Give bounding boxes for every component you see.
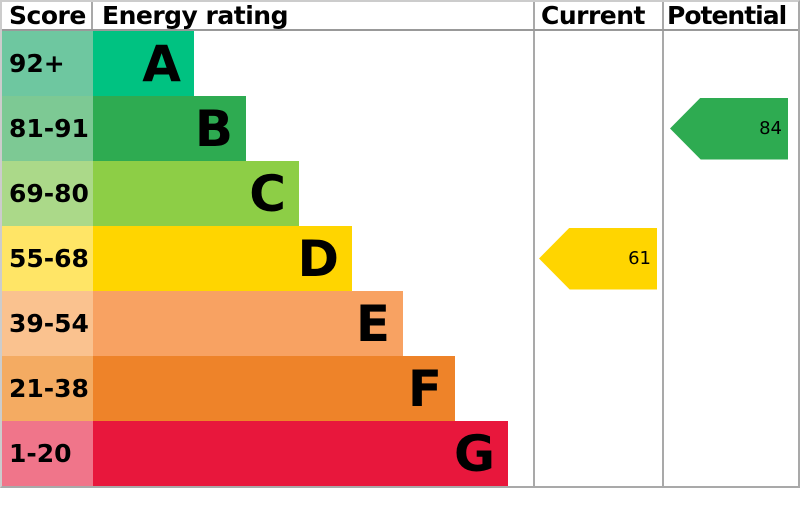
rating-bar-c: C [93, 161, 299, 226]
potential-cell-c [662, 161, 798, 226]
energy-rating-header: Energy rating [102, 1, 288, 30]
rating-bar-b: B [93, 96, 246, 161]
band-letter-f: F [407, 359, 442, 418]
current-cell-c [533, 161, 662, 226]
rating-track-e: E [93, 291, 533, 356]
rating-bar-f: F [93, 356, 455, 421]
current-rating-arrow: 61 [539, 227, 657, 290]
header-row: Score Energy rating Current Potential [2, 2, 798, 31]
potential-cell-g [662, 421, 798, 486]
band-letter-e: E [355, 294, 390, 353]
band-letter-d: D [297, 229, 339, 288]
band-row-e: 39-54 E [2, 291, 798, 356]
score-range-a: 92+ [2, 31, 93, 96]
band-row-c: 69-80 C [2, 161, 798, 226]
current-cell-b [533, 96, 662, 161]
score-header: Score [2, 2, 93, 29]
current-cell-d: 61 [533, 226, 662, 291]
band-row-b: 81-91 B 84 [2, 96, 798, 161]
rating-track-f: F [93, 356, 533, 421]
current-cell-f [533, 356, 662, 421]
score-range-b: 81-91 [2, 96, 93, 161]
current-header: Current [533, 2, 662, 29]
current-cell-e [533, 291, 662, 356]
score-range-f: 21-38 [2, 356, 93, 421]
potential-score-value: 84 [759, 118, 782, 139]
potential-cell-e [662, 291, 798, 356]
score-range-e: 39-54 [2, 291, 93, 356]
score-range-d: 55-68 [2, 226, 93, 291]
band-row-d: 55-68 D 61 [2, 226, 798, 291]
band-row-g: 1-20 G [2, 421, 798, 486]
potential-cell-d [662, 226, 798, 291]
band-row-a: 92+ A [2, 31, 798, 96]
potential-cell-a [662, 31, 798, 96]
current-score-value: 61 [628, 248, 651, 269]
rating-track-d: D [93, 226, 533, 291]
band-row-f: 21-38 F [2, 356, 798, 421]
score-range-g: 1-20 [2, 421, 93, 486]
potential-rating-arrow: 84 [670, 97, 788, 160]
potential-header: Potential [662, 2, 798, 29]
rating-bar-g: G [93, 421, 508, 486]
rating-track-b: B [93, 96, 533, 161]
score-range-c: 69-80 [2, 161, 93, 226]
current-cell-a [533, 31, 662, 96]
rating-bar-e: E [93, 291, 403, 356]
potential-cell-b: 84 [662, 96, 798, 161]
rating-track-g: G [93, 421, 533, 486]
band-letter-b: B [194, 99, 233, 158]
current-cell-g [533, 421, 662, 486]
rating-track-a: A [93, 31, 533, 96]
band-letter-a: A [142, 34, 181, 93]
rating-bar-a: A [93, 31, 194, 96]
rating-track-c: C [93, 161, 533, 226]
potential-cell-f [662, 356, 798, 421]
epc-rating-chart: Score Energy rating Current Potential 92… [0, 0, 800, 488]
band-letter-c: C [249, 164, 286, 223]
rating-bar-d: D [93, 226, 352, 291]
band-letter-g: G [453, 424, 495, 483]
